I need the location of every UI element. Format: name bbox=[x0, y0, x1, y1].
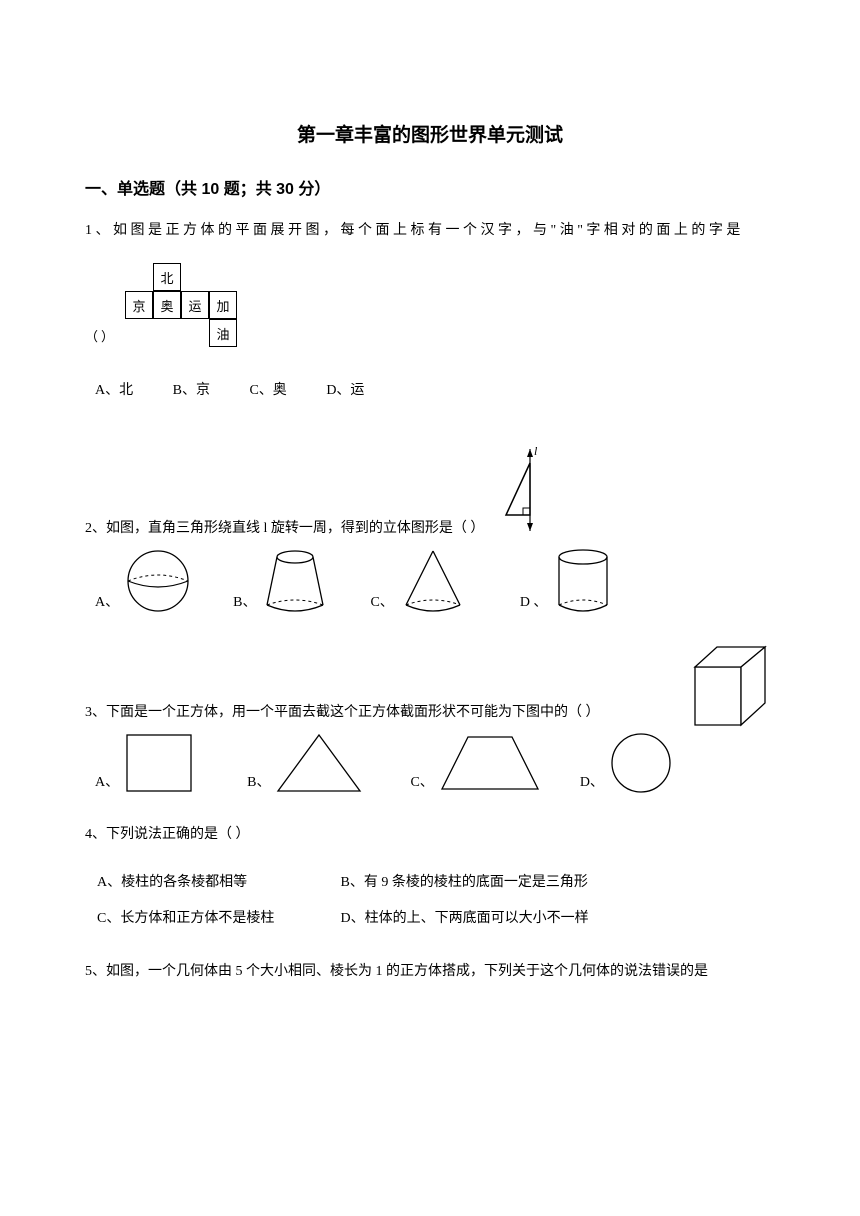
q5-text: 5、如图，一个几何体由 5 个大小相同、棱长为 1 的正方体搭成，下列关于这个几… bbox=[85, 958, 775, 986]
q4-opt-d: D、柱体的上、下两底面可以大小不一样 bbox=[341, 911, 589, 926]
q3-container: 3、下面是一个正方体，用一个平面去截这个正方体截面形状不可能为下图中的（ ） bbox=[85, 641, 775, 721]
q3-opt-b-label: B、 bbox=[247, 771, 270, 795]
q2-triangle-figure: l bbox=[492, 445, 548, 537]
cone-icon bbox=[398, 547, 468, 615]
q4-text: 4、下列说法正确的是（ ） bbox=[85, 821, 775, 849]
trapezoid-shape-icon bbox=[438, 731, 542, 795]
net-cell-4: 运 bbox=[181, 291, 209, 319]
section-header: 一、单选题（共 10 题；共 30 分） bbox=[85, 175, 775, 199]
q4-opt-b: B、有 9 条棱的棱柱的底面一定是三角形 bbox=[341, 875, 588, 890]
cylinder-icon bbox=[551, 547, 615, 615]
q4-options: A、棱柱的各条棱都相等 B、有 9 条棱的棱柱的底面一定是三角形 C、长方体和正… bbox=[97, 865, 775, 938]
q3-text: 3、下面是一个正方体，用一个平面去截这个正方体截面形状不可能为下图中的（ ） bbox=[85, 701, 661, 721]
q2-opt-d-label: D 、 bbox=[520, 591, 548, 615]
axis-label-l: l bbox=[534, 445, 538, 458]
q2-text: 2、如图，直角三角形绕直线 l 旋转一周，得到的立体图形是（ ） bbox=[85, 517, 484, 537]
q3-opt-a-label: A、 bbox=[95, 771, 119, 795]
q1-opt-b: B、京 bbox=[173, 383, 210, 398]
q3-opt-d-label: D、 bbox=[580, 771, 604, 795]
circle-shape-icon bbox=[608, 731, 674, 795]
cube-net-figure: 北 京 奥 运 加 油 bbox=[125, 263, 265, 347]
net-cell-1: 北 bbox=[153, 263, 181, 291]
q2-opt-a-label: A、 bbox=[95, 591, 119, 615]
q1-text: 1、如图是正方体的平面展开图，每个面上标有一个汉字，与"油"字相对的面上的字是 bbox=[85, 217, 775, 245]
q2-opt-b-label: B、 bbox=[233, 591, 256, 615]
net-cell-3: 奥 bbox=[153, 291, 181, 319]
net-cell-6: 油 bbox=[209, 319, 237, 347]
q3-options-row: A、 B、 C、 D、 bbox=[95, 731, 775, 795]
q2-options-row: A、 B、 C、 D 、 bbox=[95, 547, 775, 615]
cube-3d-icon bbox=[675, 641, 775, 731]
page-title: 第一章丰富的图形世界单元测试 bbox=[85, 120, 775, 147]
q3-opt-c-label: C、 bbox=[410, 771, 433, 795]
q2-opt-c-label: C、 bbox=[370, 591, 393, 615]
q1-opt-a: A、北 bbox=[95, 383, 133, 398]
net-cell-5: 加 bbox=[209, 291, 237, 319]
q2-container: 2、如图，直角三角形绕直线 l 旋转一周，得到的立体图形是（ ） l bbox=[85, 445, 775, 537]
q1-opt-c: C、奥 bbox=[249, 383, 286, 398]
square-shape-icon bbox=[123, 731, 195, 795]
q1-opt-d: D、运 bbox=[326, 383, 364, 398]
q1-figure-row: （） 北 京 奥 运 加 油 bbox=[85, 259, 775, 355]
q1-options: A、北 B、京 C、奥 D、运 bbox=[95, 379, 775, 399]
frustum-icon bbox=[260, 547, 330, 615]
triangle-shape-icon bbox=[274, 731, 364, 795]
q1-paren: （） bbox=[85, 326, 117, 355]
q4-opt-a: A、棱柱的各条棱都相等 bbox=[97, 865, 337, 901]
q4-opt-c: C、长方体和正方体不是棱柱 bbox=[97, 901, 337, 937]
sphere-icon bbox=[123, 547, 193, 615]
net-cell-2: 京 bbox=[125, 291, 153, 319]
